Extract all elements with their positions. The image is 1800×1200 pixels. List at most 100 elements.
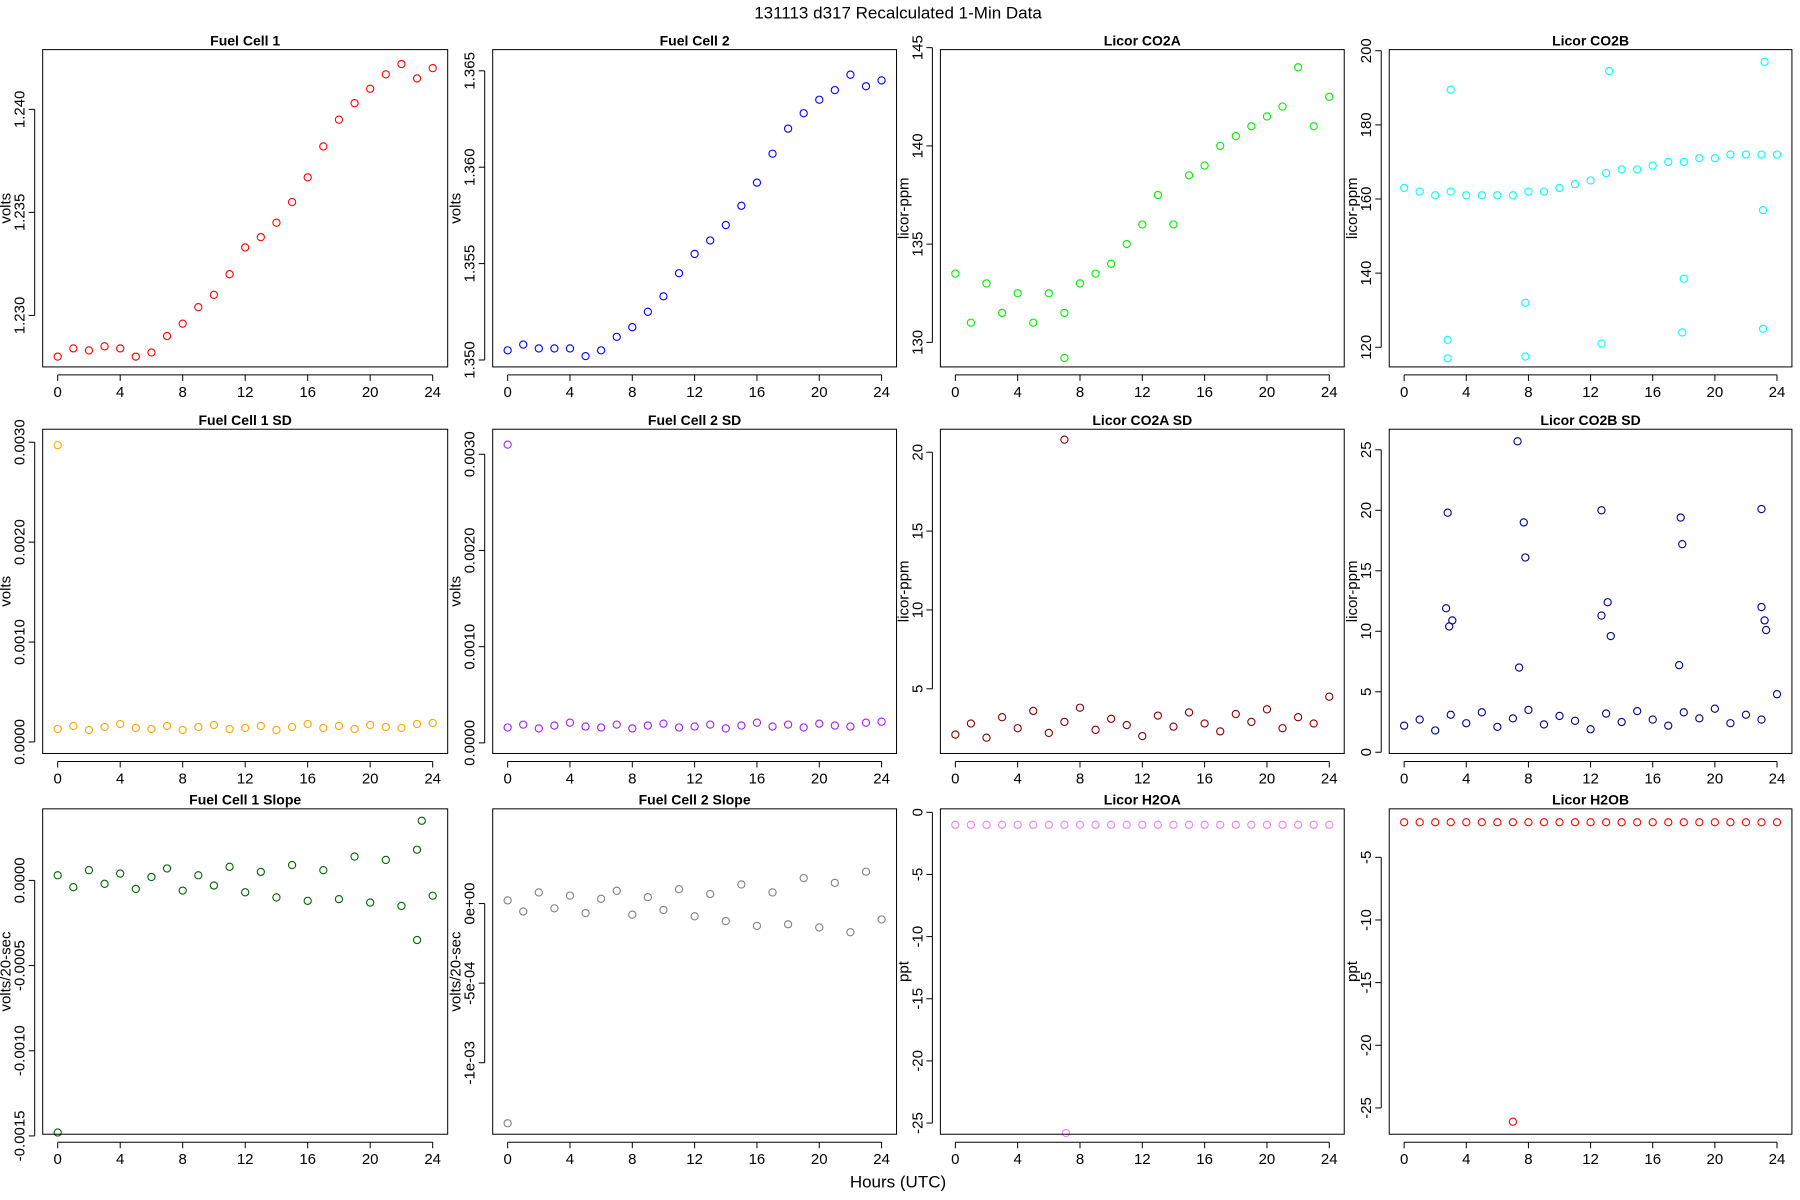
- data-point: [1710, 154, 1720, 163]
- data-point: [381, 722, 390, 732]
- y-tick-label: 135: [909, 232, 926, 257]
- data-point: [417, 816, 426, 825]
- data-point: [815, 923, 824, 932]
- x-tick-label: 12: [686, 384, 703, 401]
- data-point: [1029, 820, 1038, 829]
- data-point: [1399, 183, 1409, 193]
- data-point: [783, 124, 793, 133]
- data-point: [1184, 820, 1194, 829]
- data-point: [1508, 191, 1518, 200]
- data-point: [1462, 191, 1471, 200]
- x-tick-label: 0: [951, 384, 959, 401]
- data-point: [1477, 191, 1486, 200]
- data-point: [1521, 553, 1530, 562]
- data-point: [846, 70, 855, 79]
- data-point: [737, 721, 746, 730]
- data-point: [381, 70, 390, 79]
- data-point: [1772, 818, 1782, 827]
- data-point: [1597, 611, 1606, 620]
- data-point: [1493, 191, 1502, 200]
- data-point: [830, 721, 839, 730]
- data-point: [272, 893, 281, 902]
- y-tick-label: 200: [1358, 38, 1375, 63]
- data-point: [1169, 220, 1178, 229]
- data-point: [1772, 150, 1782, 159]
- data-point: [1431, 191, 1440, 200]
- data-point: [1060, 308, 1069, 318]
- data-point: [147, 872, 156, 882]
- y-tick-label: 1.355: [462, 245, 479, 283]
- data-point: [534, 724, 543, 733]
- data-point: [1446, 187, 1455, 196]
- data-point: [256, 232, 265, 242]
- y-tick-label: 140: [909, 133, 926, 158]
- data-point: [1431, 726, 1440, 735]
- data-point: [1664, 721, 1673, 730]
- panel-title: Fuel Cell 1 Slope: [189, 792, 301, 808]
- data-point: [1013, 820, 1022, 829]
- data-point: [272, 218, 281, 227]
- x-tick-label: 4: [1013, 770, 1021, 787]
- data-point: [1772, 690, 1782, 699]
- data-point: [1648, 715, 1657, 724]
- x-tick-label: 24: [424, 384, 441, 401]
- plot-frame: [939, 49, 1345, 368]
- y-tick-label: 15: [909, 523, 926, 540]
- data-point: [565, 344, 575, 353]
- data-point: [1695, 818, 1704, 827]
- x-tick-label: 0: [54, 384, 62, 401]
- data-point: [131, 884, 140, 894]
- data-point: [1309, 122, 1318, 131]
- data-point: [1325, 692, 1334, 701]
- data-point: [659, 905, 668, 915]
- x-tick-label: 20: [1707, 770, 1724, 787]
- data-point: [596, 894, 606, 903]
- data-point: [1586, 725, 1595, 734]
- data-point: [241, 723, 250, 733]
- data-point: [1676, 513, 1685, 522]
- data-point: [1029, 318, 1038, 327]
- x-tick-label: 20: [1259, 770, 1276, 787]
- data-point: [1153, 711, 1163, 720]
- y-tick-label: -15: [1358, 972, 1375, 994]
- panel-title: Fuel Cell 2 SD: [648, 412, 741, 428]
- data-point: [350, 852, 359, 861]
- data-point: [565, 891, 575, 900]
- data-point: [1091, 269, 1100, 278]
- y-tick-label: 0e+00: [462, 882, 479, 924]
- data-point: [951, 730, 960, 739]
- data-point: [241, 888, 250, 897]
- data-point: [737, 201, 746, 210]
- panel-title: Licor H2OA: [1104, 792, 1181, 808]
- data-point: [799, 109, 808, 118]
- data-point: [768, 888, 777, 897]
- data-point: [1601, 709, 1611, 718]
- data-point: [69, 721, 78, 731]
- data-point: [659, 292, 668, 301]
- y-axis-label: ppt: [1344, 960, 1361, 982]
- data-point: [1695, 154, 1704, 163]
- data-point: [131, 352, 140, 361]
- x-tick-label: 12: [1134, 384, 1151, 401]
- x-tick-label: 8: [628, 384, 636, 401]
- data-point: [397, 59, 406, 69]
- x-tick-label: 0: [951, 770, 959, 787]
- x-tick-label: 24: [873, 384, 890, 401]
- data-point: [1431, 818, 1440, 827]
- data-point: [1106, 714, 1116, 723]
- x-tick-label: 0: [503, 770, 511, 787]
- data-point: [997, 713, 1007, 722]
- data-point: [612, 720, 621, 729]
- data-point: [1060, 717, 1069, 727]
- x-tick-label: 24: [1769, 770, 1786, 787]
- data-point: [1293, 63, 1303, 72]
- data-point: [1278, 102, 1287, 111]
- y-tick-label: 0.0020: [12, 519, 29, 565]
- data-point: [319, 866, 328, 875]
- y-axis-label: volts: [0, 576, 15, 607]
- data-point: [225, 270, 234, 279]
- panel-title: Licor CO2B SD: [1540, 412, 1640, 428]
- data-point: [116, 344, 125, 353]
- data-point: [550, 344, 559, 353]
- data-point: [1061, 1128, 1071, 1138]
